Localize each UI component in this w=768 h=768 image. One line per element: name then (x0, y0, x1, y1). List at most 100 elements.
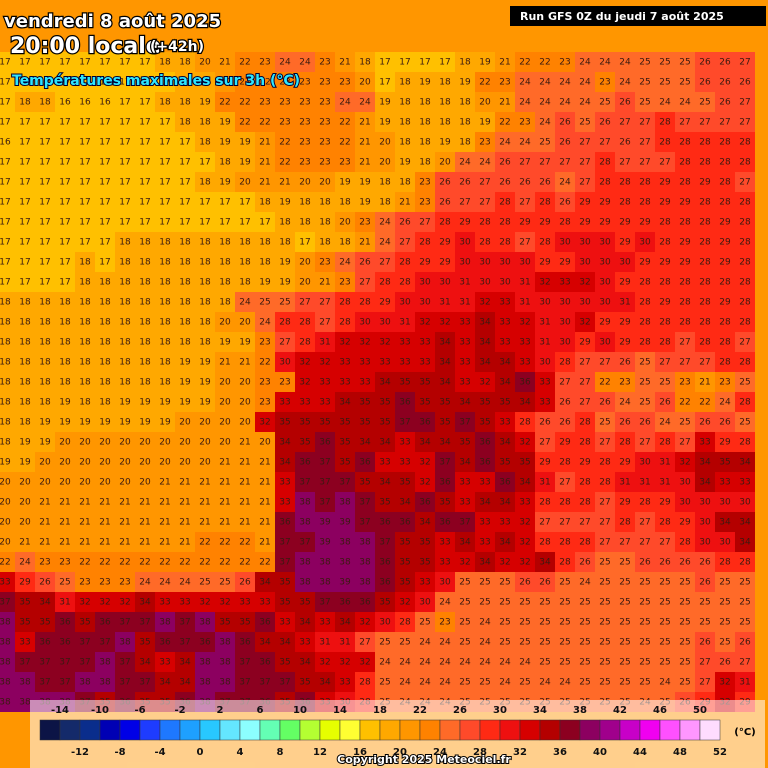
value: 25 (679, 58, 690, 68)
cell (655, 72, 675, 92)
cell (575, 352, 595, 372)
cell (675, 372, 695, 392)
value: 28 (279, 318, 291, 328)
value: 27 (379, 258, 390, 268)
value: 21 (199, 498, 210, 508)
value: 30 (699, 538, 711, 548)
value: 18 (99, 298, 111, 308)
value: 29 (579, 218, 591, 228)
value: 29 (579, 338, 591, 348)
value: 35 (19, 598, 30, 608)
cell (375, 232, 395, 252)
legend-top-label: 38 (573, 705, 587, 716)
cell (315, 92, 335, 112)
legend-swatch (339, 719, 361, 741)
value: 18 (399, 98, 411, 108)
cell (215, 272, 235, 292)
cell (635, 332, 655, 352)
value: 26 (719, 418, 731, 428)
value: 23 (99, 578, 110, 588)
value: 26 (659, 398, 671, 408)
cell (55, 392, 75, 412)
value: 29 (619, 238, 631, 248)
value: 34 (479, 558, 491, 568)
legend-swatch (379, 719, 401, 741)
value: 18 (19, 298, 31, 308)
cell (15, 392, 35, 412)
value: 16 (99, 98, 111, 108)
cell (515, 172, 535, 192)
value: 35 (319, 418, 330, 428)
value: 19 (359, 178, 371, 188)
value: 20 (199, 418, 211, 428)
value: 32 (339, 338, 350, 348)
value: 28 (719, 558, 731, 568)
value: 25 (599, 678, 610, 688)
value: 24 (139, 578, 151, 588)
legend-swatch (539, 719, 561, 741)
value: 25 (419, 618, 430, 628)
value: 34 (499, 498, 511, 508)
value: 26 (719, 78, 731, 88)
cell (75, 372, 95, 392)
value: 25 (499, 618, 510, 628)
value: 25 (459, 578, 470, 588)
legend-top-label: 46 (653, 705, 667, 716)
value: 28 (379, 278, 391, 288)
cell (695, 312, 715, 332)
value: 33 (539, 398, 550, 408)
cell (695, 372, 715, 392)
value: 28 (499, 198, 511, 208)
value: 33 (459, 498, 470, 508)
value: 33 (499, 338, 510, 348)
cell (315, 352, 335, 372)
cell (455, 372, 475, 392)
cell (735, 112, 755, 132)
value: 33 (0, 578, 11, 588)
cell (235, 292, 255, 312)
cell (595, 72, 615, 92)
value: 18 (119, 238, 131, 248)
cell (215, 172, 235, 192)
value: 28 (619, 518, 631, 528)
value: 18 (99, 338, 111, 348)
value: 34 (739, 518, 751, 528)
value: 17 (0, 118, 11, 128)
legend-bottom-label: 40 (593, 747, 607, 758)
value: 28 (579, 478, 591, 488)
cell (95, 152, 115, 172)
cell (255, 192, 275, 212)
value: 20 (239, 398, 251, 408)
cell (0, 92, 15, 112)
legend-swatch (459, 719, 481, 741)
value: 20 (79, 478, 91, 488)
value: 18 (139, 378, 151, 388)
value: 17 (19, 158, 30, 168)
value: 26 (399, 218, 411, 228)
value: 18 (0, 298, 11, 308)
value: 26 (439, 178, 451, 188)
value: 18 (119, 378, 131, 388)
cell (295, 92, 315, 112)
value: 23 (519, 118, 530, 128)
value: 38 (0, 618, 11, 628)
value: 26 (699, 58, 711, 68)
cell (395, 272, 415, 292)
value: 24 (679, 98, 691, 108)
cell (255, 372, 275, 392)
value: 20 (119, 438, 131, 448)
cell (555, 132, 575, 152)
value: 24 (399, 658, 411, 668)
value: 21 (119, 498, 130, 508)
value: 33 (439, 558, 450, 568)
value: 35 (439, 418, 450, 428)
value: 23 (319, 118, 330, 128)
value: 20 (339, 218, 351, 228)
value: 17 (139, 178, 150, 188)
value: 22 (539, 58, 550, 68)
cell (475, 132, 495, 152)
value: 25 (659, 378, 670, 388)
cell (235, 212, 255, 232)
cell (635, 112, 655, 132)
cell (295, 352, 315, 372)
